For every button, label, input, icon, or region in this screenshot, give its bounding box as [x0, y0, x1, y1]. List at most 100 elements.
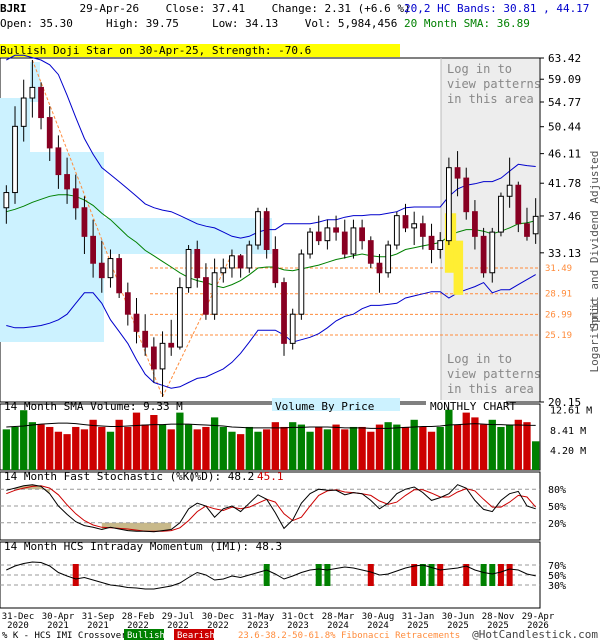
x-tick-year: 2025: [487, 621, 509, 631]
candle-body: [263, 211, 270, 250]
candle-body: [498, 195, 504, 233]
header-line-2: Open: 35.30 High: 39.75 Low: 34.13 Vol: …: [0, 17, 397, 30]
log-scale-label: Logarithmic: [588, 300, 600, 373]
candle-body: [237, 255, 244, 269]
volume-bar: [532, 441, 540, 470]
volume-bar: [219, 426, 227, 470]
volume-tick-label: 8.41 M: [550, 426, 586, 437]
vbp-label: Volume By Price: [275, 400, 374, 413]
candle-body: [203, 277, 209, 315]
volume-bar: [367, 431, 375, 470]
monthly-label-bg: [426, 400, 506, 411]
candle-body: [72, 188, 79, 209]
y-tick-label: 63.42: [548, 52, 581, 65]
locked-text-bottom: Log in to: [447, 352, 512, 366]
y-tick-label: 33.13: [548, 247, 581, 260]
locked-text-bottom: view patterns: [447, 367, 541, 381]
header-line-1: BJRI 29-Apr-26 Close: 37.41 Change: 2.31…: [0, 2, 411, 15]
oversold-shade: [101, 522, 172, 532]
x-tick-label: 29-Apr: [522, 612, 555, 622]
bullish-signal-bar: [315, 564, 322, 586]
candle-body: [168, 342, 175, 348]
volume-bar: [228, 431, 236, 470]
x-tick-year: 2021: [47, 621, 69, 631]
candle-body: [272, 248, 279, 284]
x-tick-label: 28-Nov: [482, 612, 515, 622]
bearish-signal-bar: [497, 564, 504, 586]
candle-body: [437, 240, 444, 250]
x-tick-label: 30-Aug: [362, 612, 395, 622]
volume-bar: [124, 426, 132, 470]
bullish-signal-bar: [489, 564, 496, 586]
locked-area: [441, 59, 539, 401]
x-tick-year: 2023: [247, 621, 269, 631]
candle-body: [307, 231, 313, 255]
low-value: Low: 34.13: [211, 17, 279, 30]
volume-bar: [488, 419, 496, 470]
bullish-signal-bar: [428, 564, 435, 586]
fib-label: 28.91: [545, 290, 572, 300]
candle-body: [46, 117, 53, 149]
bearish-swatch: [174, 629, 214, 640]
legend-prefix: % K - HCS IMI Crossover:: [2, 631, 132, 640]
y-tick-label: 20.15: [548, 396, 581, 409]
volume-sma-line: [6, 422, 536, 429]
volume-bar: [11, 426, 19, 470]
candle-body: [159, 342, 166, 370]
x-tick-year: 2022: [207, 621, 229, 631]
volume-bar: [115, 419, 123, 470]
volume-tick-label: 4.20 M: [550, 446, 586, 457]
volume-bar: [419, 426, 427, 470]
candle-body: [472, 211, 478, 237]
candle-body: [20, 97, 27, 127]
x-tick-label: 30-Dec: [202, 612, 235, 622]
y-tick-label: 50.44: [548, 121, 581, 134]
candle-body: [411, 223, 418, 229]
volume-bar: [106, 431, 115, 470]
adjusted-label: Split and Dividend Adjusted: [588, 151, 600, 330]
stochastic-d-value: (%D): 48.2: [188, 470, 254, 483]
legend: % K - HCS IMI Crossover:Bullish Bearish 23…: [2, 628, 598, 640]
locked-text-top: in this area: [447, 92, 534, 106]
pattern-banner: Bullish Doji Star on 30-Apr-25, Strength…: [0, 44, 400, 57]
stochastic-panel: 80% 50% 20% 14 Month Fast Stochastic (%K)(%…: [0, 470, 566, 541]
x-axis: 31-Dec202030-Apr202131-Sep202128-Feb2022…: [2, 612, 555, 631]
volume-bar: [323, 429, 332, 470]
volume-bar: [523, 422, 531, 470]
candle-body: [220, 267, 227, 274]
fib-label: 31.49: [545, 264, 572, 274]
volume-bar: [358, 426, 366, 470]
candle-body: [289, 313, 296, 344]
volume-bar: [254, 431, 262, 470]
close-value: Close: 37.41: [165, 2, 246, 15]
volume-title: 14 Month SMA Volume: 9.33 M: [4, 400, 183, 413]
x-tick-label: 30-Jun: [442, 612, 475, 622]
candle-body: [463, 177, 470, 213]
volume-bar: [98, 426, 106, 470]
x-tick-year: 2024: [327, 621, 349, 631]
bullish-swatch: [124, 629, 164, 640]
candle-body: [150, 346, 157, 370]
y-tick-label: 46.11: [548, 148, 581, 161]
volume-bar: [436, 426, 444, 470]
momentum-tick-label: 70%: [548, 561, 566, 572]
stochastic-d-line: [6, 485, 537, 532]
volume-bar: [479, 424, 488, 470]
candle-body: [315, 231, 322, 242]
volume-bar: [445, 409, 453, 470]
x-tick-label: 28-Mar: [322, 612, 355, 622]
vbp-label-bg: [272, 400, 400, 411]
y-tick-label: 54.77: [548, 96, 581, 109]
bearish-signal-bar: [463, 564, 470, 586]
monthly-label: MONTHLY CHART: [430, 400, 516, 413]
x-tick-label: 31-Sep: [82, 612, 115, 622]
volume-bar: [193, 429, 201, 470]
candle-body: [133, 313, 140, 332]
candle-body: [229, 255, 235, 269]
candle-body: [116, 258, 123, 294]
x-tick-label: 31-Dec: [2, 612, 35, 622]
candle-body: [446, 167, 452, 242]
volume-panel: 12.61 M 8.41 M 4.20 M 14 Month SMA Volume: …: [0, 400, 592, 471]
candle-body: [98, 262, 105, 279]
candle-body: [107, 258, 114, 279]
